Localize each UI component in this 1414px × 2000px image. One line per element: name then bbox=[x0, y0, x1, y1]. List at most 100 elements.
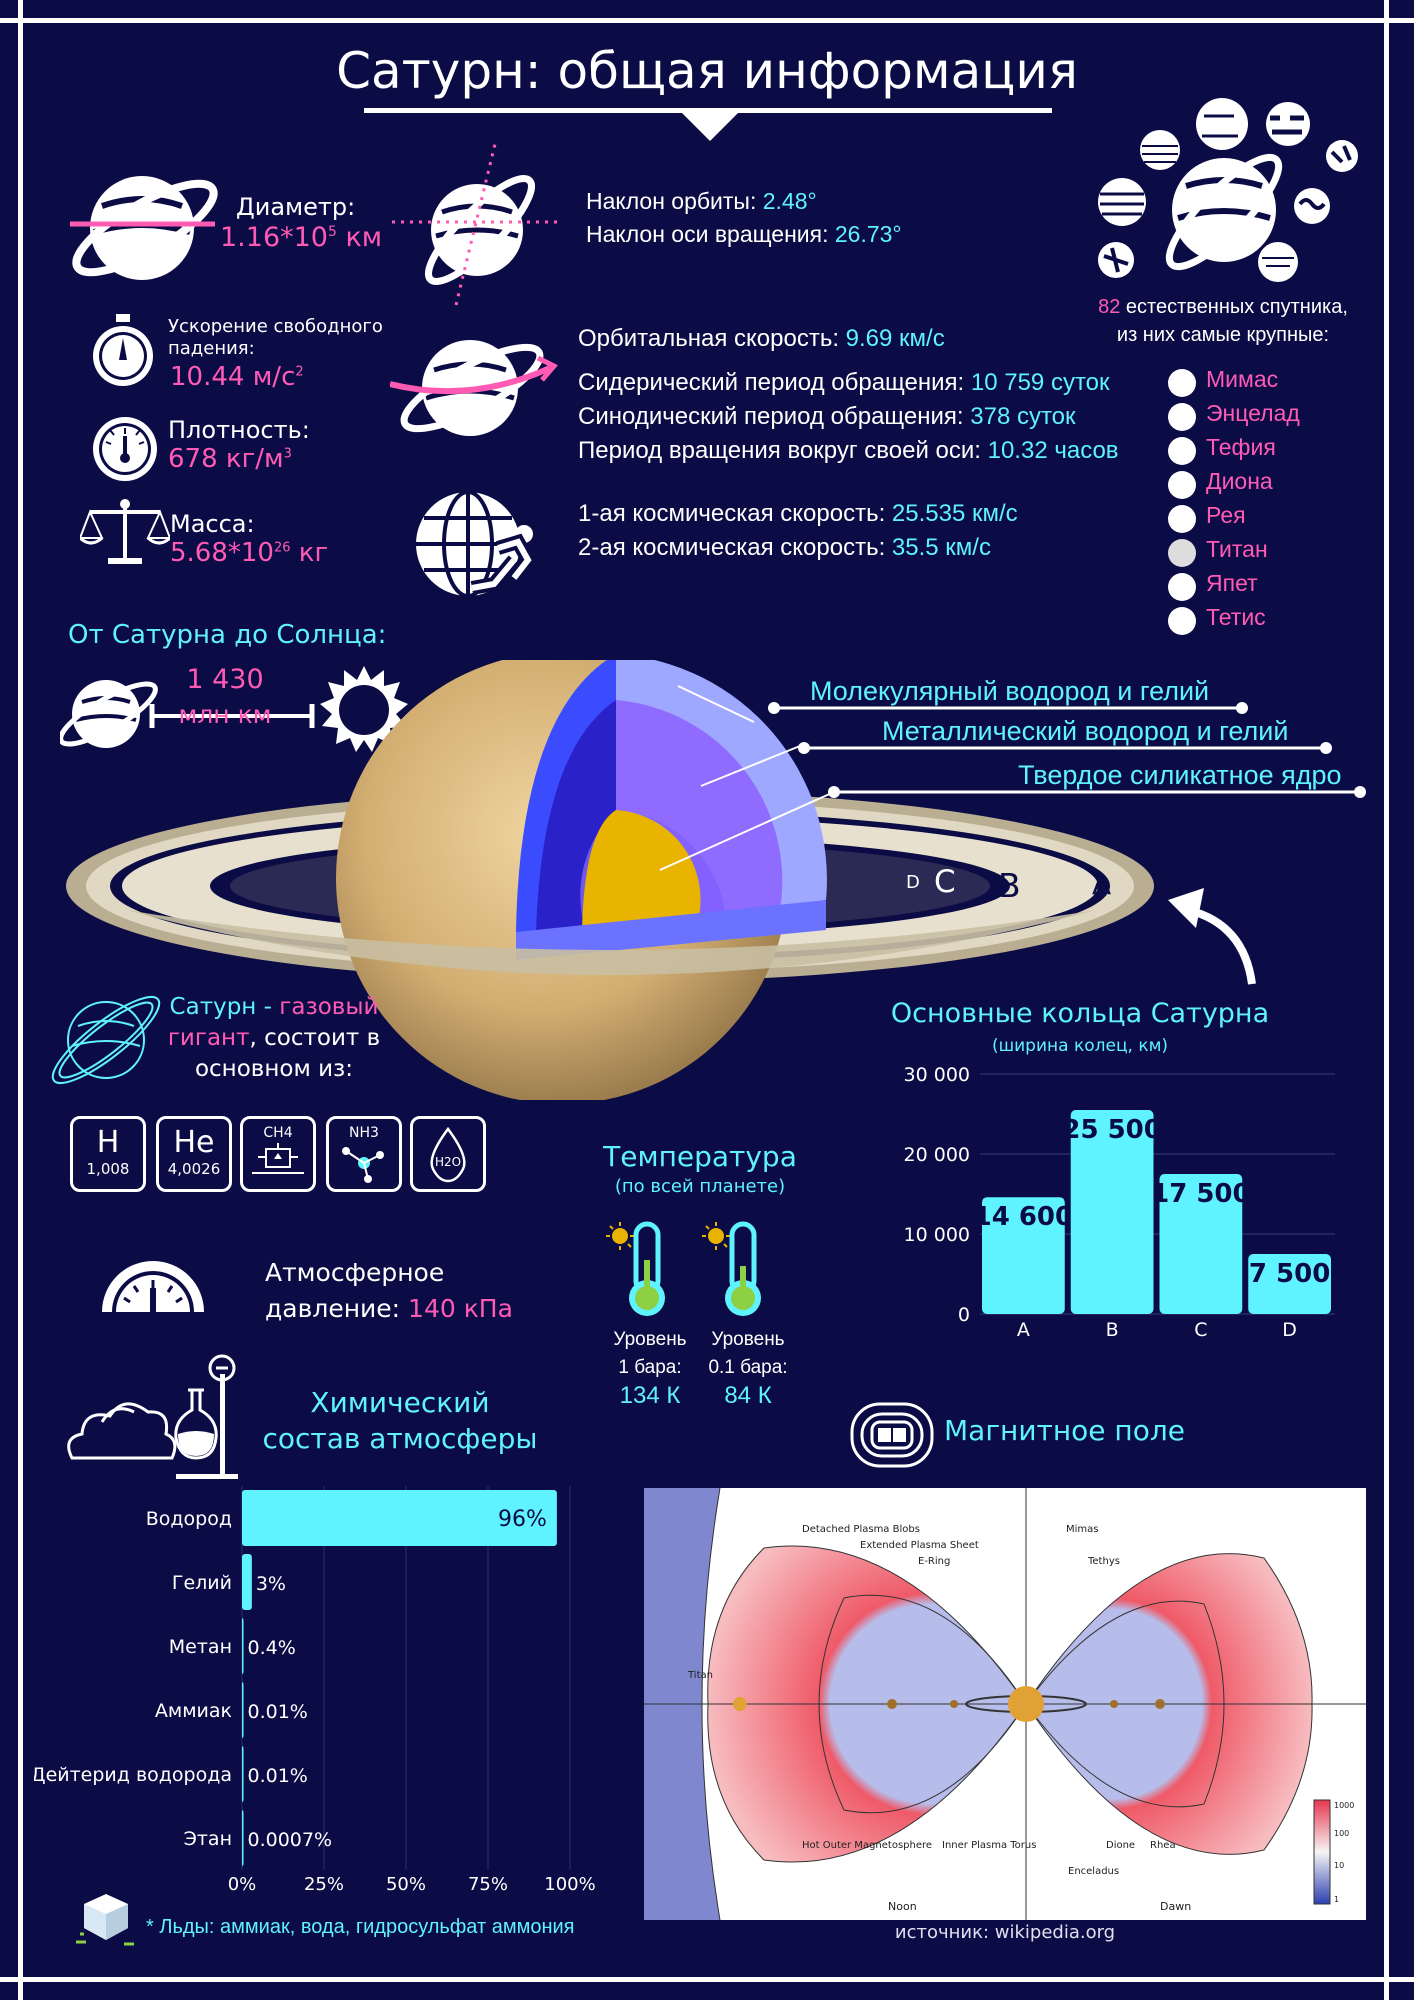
y-tick-label: 10 000 bbox=[904, 1224, 970, 1246]
ring-letter-c: C bbox=[934, 864, 956, 900]
sun-distance-graphic bbox=[60, 666, 408, 752]
x-tick-label: 0% bbox=[228, 1874, 257, 1892]
sun-distance-value: 1 430 bbox=[186, 664, 264, 695]
element-number: 1,008 bbox=[86, 1160, 130, 1178]
speed-row: Орбитальная скорость: 9.69 км/с bbox=[578, 322, 1119, 356]
element-helium: He 4,0026 bbox=[156, 1116, 232, 1192]
scale-1: 1 bbox=[1334, 1895, 1339, 1904]
y-tick-label: 20 000 bbox=[904, 1144, 970, 1166]
moon-name: Диона bbox=[1206, 468, 1273, 494]
frame-top bbox=[0, 18, 1414, 23]
bar bbox=[1159, 1174, 1243, 1314]
bar-value-label: 7 500 bbox=[1249, 1259, 1330, 1289]
speed-label: Период вращения вокруг своей оси: bbox=[578, 437, 988, 464]
diameter-label: Диаметр: bbox=[236, 193, 356, 221]
layer-label-core: Твердое силикатное ядро bbox=[1018, 760, 1342, 790]
ring-letter-d: D bbox=[906, 872, 920, 893]
element-symbol: NH3 bbox=[349, 1125, 379, 1141]
cosmic-label: 2-ая космическая скорость: bbox=[578, 534, 892, 561]
rings-chart-title: Основные кольца Сатурна bbox=[890, 998, 1270, 1029]
mass-label: Масса: bbox=[170, 510, 255, 538]
scale-1000: 1000 bbox=[1334, 1801, 1354, 1810]
element-methane: CH4 bbox=[240, 1116, 316, 1192]
label-ering: E-Ring bbox=[918, 1556, 950, 1567]
label-mimas: Mimas bbox=[1066, 1524, 1099, 1535]
gas-giant-text: Сатурн - газовый гигант, состоит в основ… bbox=[164, 992, 384, 1085]
bar bbox=[242, 1618, 244, 1674]
temperature-item-2: Уровень 0.1 бара: 84 К bbox=[698, 1326, 798, 1410]
bar-value-label: 17 500 bbox=[1151, 1179, 1251, 1209]
label-rhea: Rhea bbox=[1150, 1840, 1176, 1851]
label-detached: Detached Plasma Blobs bbox=[802, 1524, 920, 1535]
magnet-field-icon bbox=[850, 1402, 934, 1468]
pressure-line1: Атмосферное bbox=[265, 1258, 445, 1287]
axis-inclination: Наклон оси вращения: 26.73° bbox=[586, 221, 902, 248]
bar-value-label: 0.01% bbox=[248, 1701, 308, 1723]
speed-row: Синодический период обращения: 378 суток bbox=[578, 400, 1119, 434]
density-number: 678 кг/м bbox=[168, 444, 284, 474]
x-tick-label: 50% bbox=[386, 1874, 426, 1892]
label-hot: Hot Outer Magnetosphere bbox=[802, 1840, 932, 1851]
cosmic-label: 1-ая космическая скорость: bbox=[578, 500, 892, 527]
layer-label-metallic: Металлический водород и гелий bbox=[882, 716, 1289, 746]
bar-value-label: 14 600 bbox=[974, 1202, 1074, 1232]
mass-unit: кг bbox=[290, 538, 329, 568]
label-dawn: Dawn bbox=[1160, 1900, 1191, 1913]
speed-list: Орбитальная скорость: 9.69 км/с Сидериче… bbox=[578, 322, 1119, 468]
stopwatch-icon bbox=[93, 314, 153, 386]
moon-name: Мимас bbox=[1206, 366, 1279, 392]
temp-l1: Уровень bbox=[711, 1329, 785, 1350]
temp-l1: Уровень bbox=[613, 1329, 687, 1350]
bar bbox=[982, 1197, 1065, 1314]
gas-giant-d: , состоит в bbox=[249, 1025, 381, 1051]
x-tick-label: B bbox=[1106, 1319, 1119, 1341]
bar bbox=[242, 1490, 557, 1546]
water-drop-icon bbox=[430, 1126, 466, 1183]
gravity-number: 10.44 м/с bbox=[170, 362, 296, 392]
magnetic-field-title: Магнитное поле bbox=[944, 1414, 1185, 1447]
moon-name: Титан bbox=[1206, 536, 1268, 562]
diameter-number: 1.16*10 bbox=[220, 222, 328, 253]
scale-100: 100 bbox=[1334, 1829, 1349, 1838]
sun-distance-title: От Сатурна до Солнца: bbox=[68, 620, 387, 650]
temp-value: 134 К bbox=[619, 1382, 681, 1409]
title-pointer bbox=[680, 111, 740, 141]
speed-label: Орбитальная скорость: bbox=[578, 325, 846, 352]
magnetic-source: источник: wikipedia.org bbox=[894, 1922, 1116, 1943]
layer-label-molecular: Молекулярный водород и гелий bbox=[810, 676, 1210, 706]
titan-icon bbox=[1168, 539, 1196, 567]
ring-letter-b: B bbox=[998, 866, 1021, 905]
iapetus-icon bbox=[1168, 573, 1196, 601]
speed-label: Сидерический период обращения: bbox=[578, 369, 971, 396]
rhea-icon bbox=[1168, 505, 1196, 533]
speed-value: 10.32 часов bbox=[987, 437, 1119, 464]
saturn-cutaway bbox=[66, 660, 1154, 1100]
label-tethys: Tethys bbox=[1087, 1556, 1120, 1567]
globe-runner-icon bbox=[416, 490, 537, 598]
label-dione: Dione bbox=[1106, 1840, 1135, 1851]
sun-distance-unit: млн км bbox=[178, 700, 272, 729]
x-tick-label: 100% bbox=[544, 1874, 595, 1892]
gravity-label: Ускорение свободного падения: bbox=[168, 316, 383, 359]
layer-pointer-lines bbox=[768, 702, 1366, 798]
y-tick-label: 30 000 bbox=[904, 1064, 970, 1086]
orbit-inclination: Наклон орбиты: 2.48° bbox=[586, 188, 817, 215]
label-titan: Titan bbox=[687, 1670, 713, 1681]
rings-bar-chart: 0 10 000 20 000 30 000 14 600 A 25 500 B 17 500 C… bbox=[904, 1064, 1335, 1341]
enceladus-icon bbox=[1168, 403, 1196, 431]
chem-chart-title-2: состав атмосферы bbox=[262, 1422, 538, 1455]
ice-cube-icon bbox=[76, 1894, 134, 1946]
thermometer-icon bbox=[702, 1221, 761, 1316]
speed-value: 10 759 суток bbox=[970, 369, 1110, 396]
moon-name: Япет bbox=[1206, 570, 1258, 596]
thermometer-icon bbox=[606, 1221, 665, 1316]
frame-left bbox=[18, 0, 23, 2000]
label-inner: Inner Plasma Torus bbox=[942, 1840, 1036, 1851]
cosmic-list: 1-ая космическая скорость: 25.535 км/с 2… bbox=[578, 497, 1018, 565]
bar bbox=[1070, 1110, 1154, 1314]
gravity-exp: 2 bbox=[295, 364, 304, 380]
pressure-value: 140 кПа bbox=[408, 1294, 513, 1323]
y-category-label: Водород bbox=[146, 1508, 232, 1530]
bar bbox=[242, 1682, 244, 1738]
saturn-outline-icon bbox=[51, 995, 161, 1085]
